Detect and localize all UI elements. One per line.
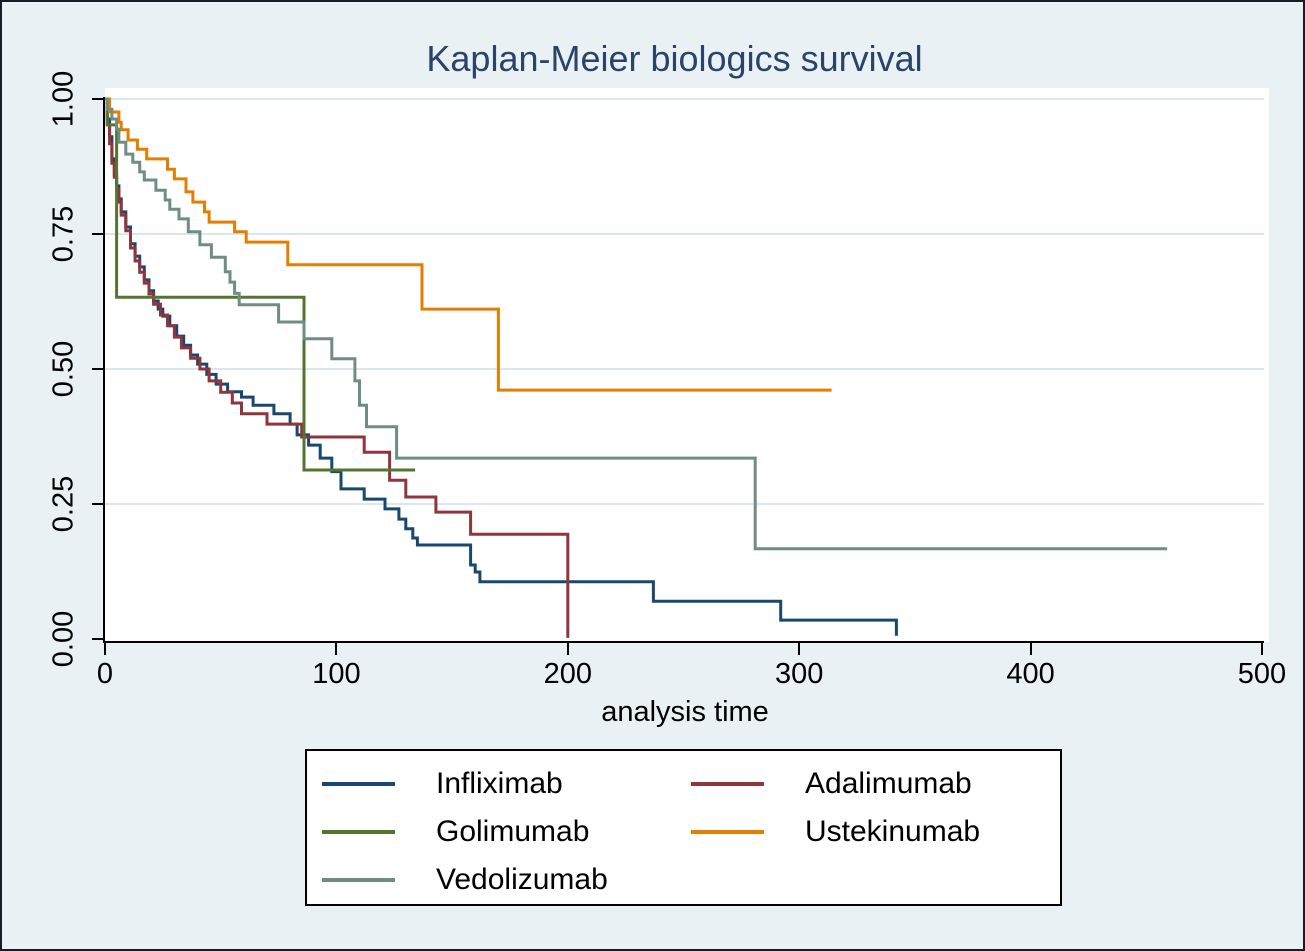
y-tick-label: 0.75	[47, 205, 80, 263]
chart-title: Kaplan-Meier biologics survival	[426, 38, 923, 79]
x-tick-label: 300	[774, 658, 824, 690]
gridline-y-1	[105, 98, 1264, 100]
x-axis-label: analysis time	[601, 696, 769, 728]
legend-swatch-golimumab	[322, 829, 395, 834]
x-tick-500	[1261, 643, 1263, 655]
x-tick-100	[335, 643, 338, 655]
legend-item-ustekinumab: Ustekinumab	[691, 812, 1060, 851]
x-tick-label: 400	[1006, 658, 1055, 690]
legend-swatch-ustekinumab	[691, 829, 764, 834]
legend: Infliximab Adalimumab Golimumab Ustekinumab…	[305, 749, 1062, 906]
legend-item-golimumab: Golimumab	[322, 812, 691, 851]
x-tick-200	[566, 643, 569, 655]
legend-label: Vedolizumab	[436, 862, 608, 896]
y-tick-1	[92, 98, 103, 100]
gridline-y-0.5	[105, 368, 1264, 370]
y-tick-0.5	[92, 368, 103, 370]
plot-area	[105, 88, 1269, 642]
legend-item-infliximab: Infliximab	[322, 764, 691, 803]
y-tick-0.25	[92, 503, 103, 505]
legend-swatch-adalimumab	[691, 781, 764, 786]
y-tick-label: 0.25	[47, 475, 80, 533]
legend-label: Golimumab	[436, 814, 590, 848]
x-tick-300	[798, 643, 801, 655]
gridline-y-0.75	[105, 233, 1264, 235]
y-tick-label: 1.00	[47, 70, 80, 128]
x-tick-label: 500	[1237, 658, 1287, 690]
y-tick-0.75	[92, 233, 103, 235]
y-tick-label: 0.50	[47, 340, 80, 398]
legend-swatch-vedolizumab	[322, 877, 395, 882]
x-tick-400	[1029, 643, 1032, 655]
y-axis-line	[103, 97, 105, 642]
legend-label: Infliximab	[436, 766, 563, 800]
legend-label: Ustekinumab	[805, 814, 981, 848]
y-tick-0	[92, 638, 103, 640]
legend-label: Adalimumab	[805, 766, 972, 800]
legend-item-adalimumab: Adalimumab	[691, 764, 1060, 803]
x-tick-label: 0	[96, 658, 114, 690]
x-tick-0	[104, 643, 106, 655]
gridline-y-0.25	[105, 503, 1264, 505]
x-tick-label: 100	[312, 658, 361, 690]
legend-item-vedolizumab: Vedolizumab	[322, 860, 691, 899]
x-tick-label: 200	[543, 658, 592, 690]
legend-swatch-infliximab	[322, 781, 395, 786]
x-axis-line	[103, 641, 1264, 643]
